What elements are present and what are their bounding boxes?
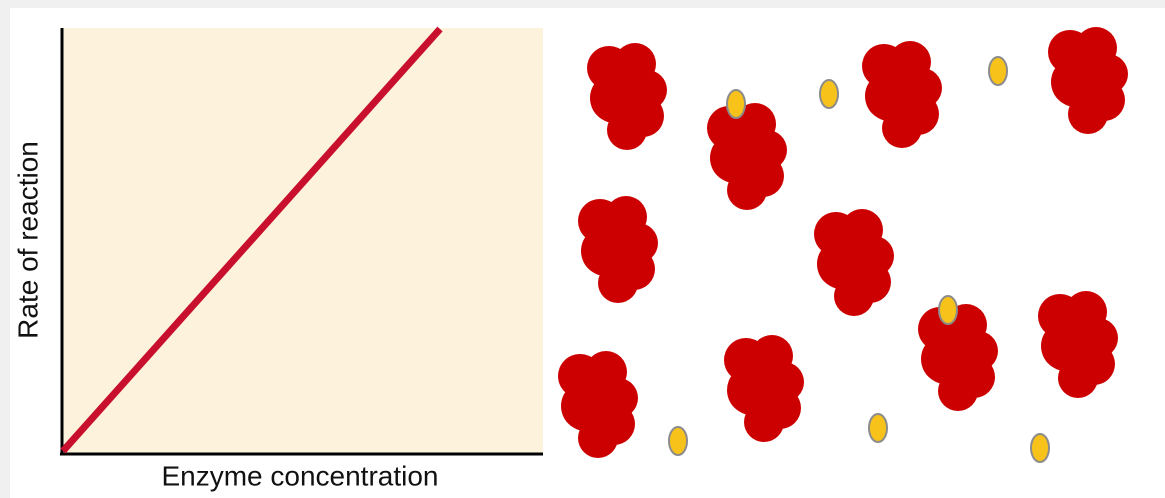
substrate	[868, 413, 888, 443]
substrate	[988, 56, 1008, 86]
trend-line	[60, 26, 443, 454]
substrate	[726, 89, 746, 119]
top-edge	[0, 0, 1165, 8]
substrate	[938, 295, 958, 325]
substrate	[668, 426, 688, 456]
plot-area	[62, 28, 543, 453]
left-edge	[0, 0, 10, 498]
x-axis-label: Enzyme concentration	[161, 460, 438, 491]
substrate	[1030, 433, 1050, 463]
y-axis-label: Rate of reaction	[12, 141, 43, 339]
substrate	[819, 79, 839, 109]
